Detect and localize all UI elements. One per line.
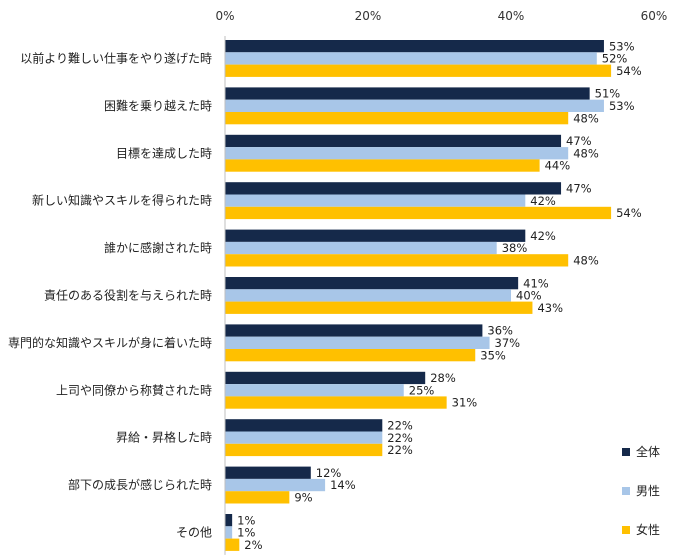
data-label: 14% — [330, 478, 356, 492]
bar — [225, 538, 240, 551]
bar — [225, 478, 326, 492]
data-label: 54% — [616, 206, 642, 220]
bar — [225, 466, 311, 479]
bar — [225, 526, 233, 539]
x-tick-label: 20% — [355, 9, 382, 23]
data-label: 22% — [387, 419, 413, 433]
bar — [225, 229, 526, 242]
bar — [225, 112, 569, 125]
legend-swatch — [622, 448, 630, 456]
data-label: 2% — [244, 538, 262, 552]
data-label: 44% — [545, 159, 571, 173]
bar — [225, 182, 562, 195]
bar — [225, 419, 383, 432]
category-label: 責任のある役割を与えられた時 — [44, 287, 212, 302]
data-label: 41% — [523, 276, 549, 290]
category-label: 新しい知識やスキルを得られた時 — [32, 193, 212, 208]
data-label: 54% — [616, 64, 642, 78]
category-label: 上司や同僚から称賛された時 — [56, 382, 212, 397]
data-label: 1% — [237, 513, 255, 527]
data-label: 40% — [516, 289, 542, 303]
bar — [225, 64, 612, 77]
data-label: 22% — [387, 443, 413, 457]
category-label: 部下の成長が感じられた時 — [68, 477, 212, 492]
bar — [225, 241, 497, 255]
legend-label: 全体 — [636, 444, 660, 459]
data-label: 28% — [430, 371, 456, 385]
category-label: 誰かに感謝された時 — [104, 240, 212, 255]
bar — [225, 147, 569, 160]
bar — [225, 277, 519, 290]
bar — [225, 289, 511, 302]
data-label: 12% — [316, 466, 342, 480]
bar — [225, 349, 476, 362]
bar — [225, 371, 426, 385]
bar — [225, 514, 233, 527]
data-label: 47% — [566, 182, 592, 196]
bar — [225, 491, 290, 504]
x-tick-label: 0% — [215, 9, 234, 23]
bar — [225, 336, 490, 349]
data-label: 52% — [602, 52, 628, 66]
data-label: 31% — [452, 396, 478, 410]
bar — [225, 40, 604, 53]
bar — [225, 324, 483, 337]
data-label: 53% — [609, 99, 635, 113]
data-label: 47% — [566, 134, 592, 148]
bars — [225, 40, 612, 551]
bar — [225, 52, 597, 65]
category-label: その他 — [176, 525, 212, 539]
x-axis-ticks: 0% 20% 40% 60% — [215, 9, 667, 23]
bar — [225, 443, 383, 457]
data-label: 38% — [502, 241, 528, 255]
bar — [225, 134, 562, 148]
value-labels: 53%52%54%51%53%48%47%48%44%47%42%54%42%3… — [237, 39, 642, 552]
data-label: 51% — [595, 87, 621, 101]
data-label: 43% — [537, 301, 563, 315]
data-label: 53% — [609, 39, 635, 53]
category-label: 以前より難しい仕事をやり遂げた時 — [20, 50, 212, 65]
legend-label: 女性 — [636, 522, 660, 537]
bar — [225, 396, 447, 409]
category-label: 困難を乗り越えた時 — [104, 98, 212, 113]
bar — [225, 431, 383, 444]
bar — [225, 206, 612, 220]
data-label: 25% — [409, 383, 435, 397]
category-labels: 以前より難しい仕事をやり遂げた時困難を乗り越えた時目標を達成した時新しい知識やス… — [8, 50, 212, 539]
bar — [225, 301, 533, 314]
bar — [225, 99, 604, 112]
bar — [225, 87, 590, 100]
data-label: 37% — [495, 336, 521, 350]
bar — [225, 384, 404, 397]
data-label: 36% — [487, 324, 513, 338]
legend-swatch — [622, 487, 630, 495]
data-label: 22% — [387, 431, 413, 445]
bar — [225, 194, 526, 207]
data-label: 48% — [573, 146, 599, 160]
category-label: 専門的な知識やスキルが身に着いた時 — [8, 335, 212, 350]
legend-swatch — [622, 526, 630, 534]
x-tick-label: 40% — [498, 9, 525, 23]
bar — [225, 254, 569, 267]
data-label: 48% — [573, 254, 599, 268]
legend-label: 男性 — [636, 484, 660, 498]
data-label: 42% — [530, 194, 556, 208]
category-label: 昇給・昇格した時 — [116, 430, 212, 445]
data-label: 42% — [530, 229, 556, 243]
data-label: 1% — [237, 526, 255, 540]
data-label: 35% — [480, 348, 506, 362]
data-label: 9% — [294, 491, 312, 505]
data-label: 48% — [573, 111, 599, 125]
x-tick-label: 60% — [641, 9, 668, 23]
category-label: 目標を達成した時 — [116, 146, 212, 160]
bar — [225, 159, 540, 172]
